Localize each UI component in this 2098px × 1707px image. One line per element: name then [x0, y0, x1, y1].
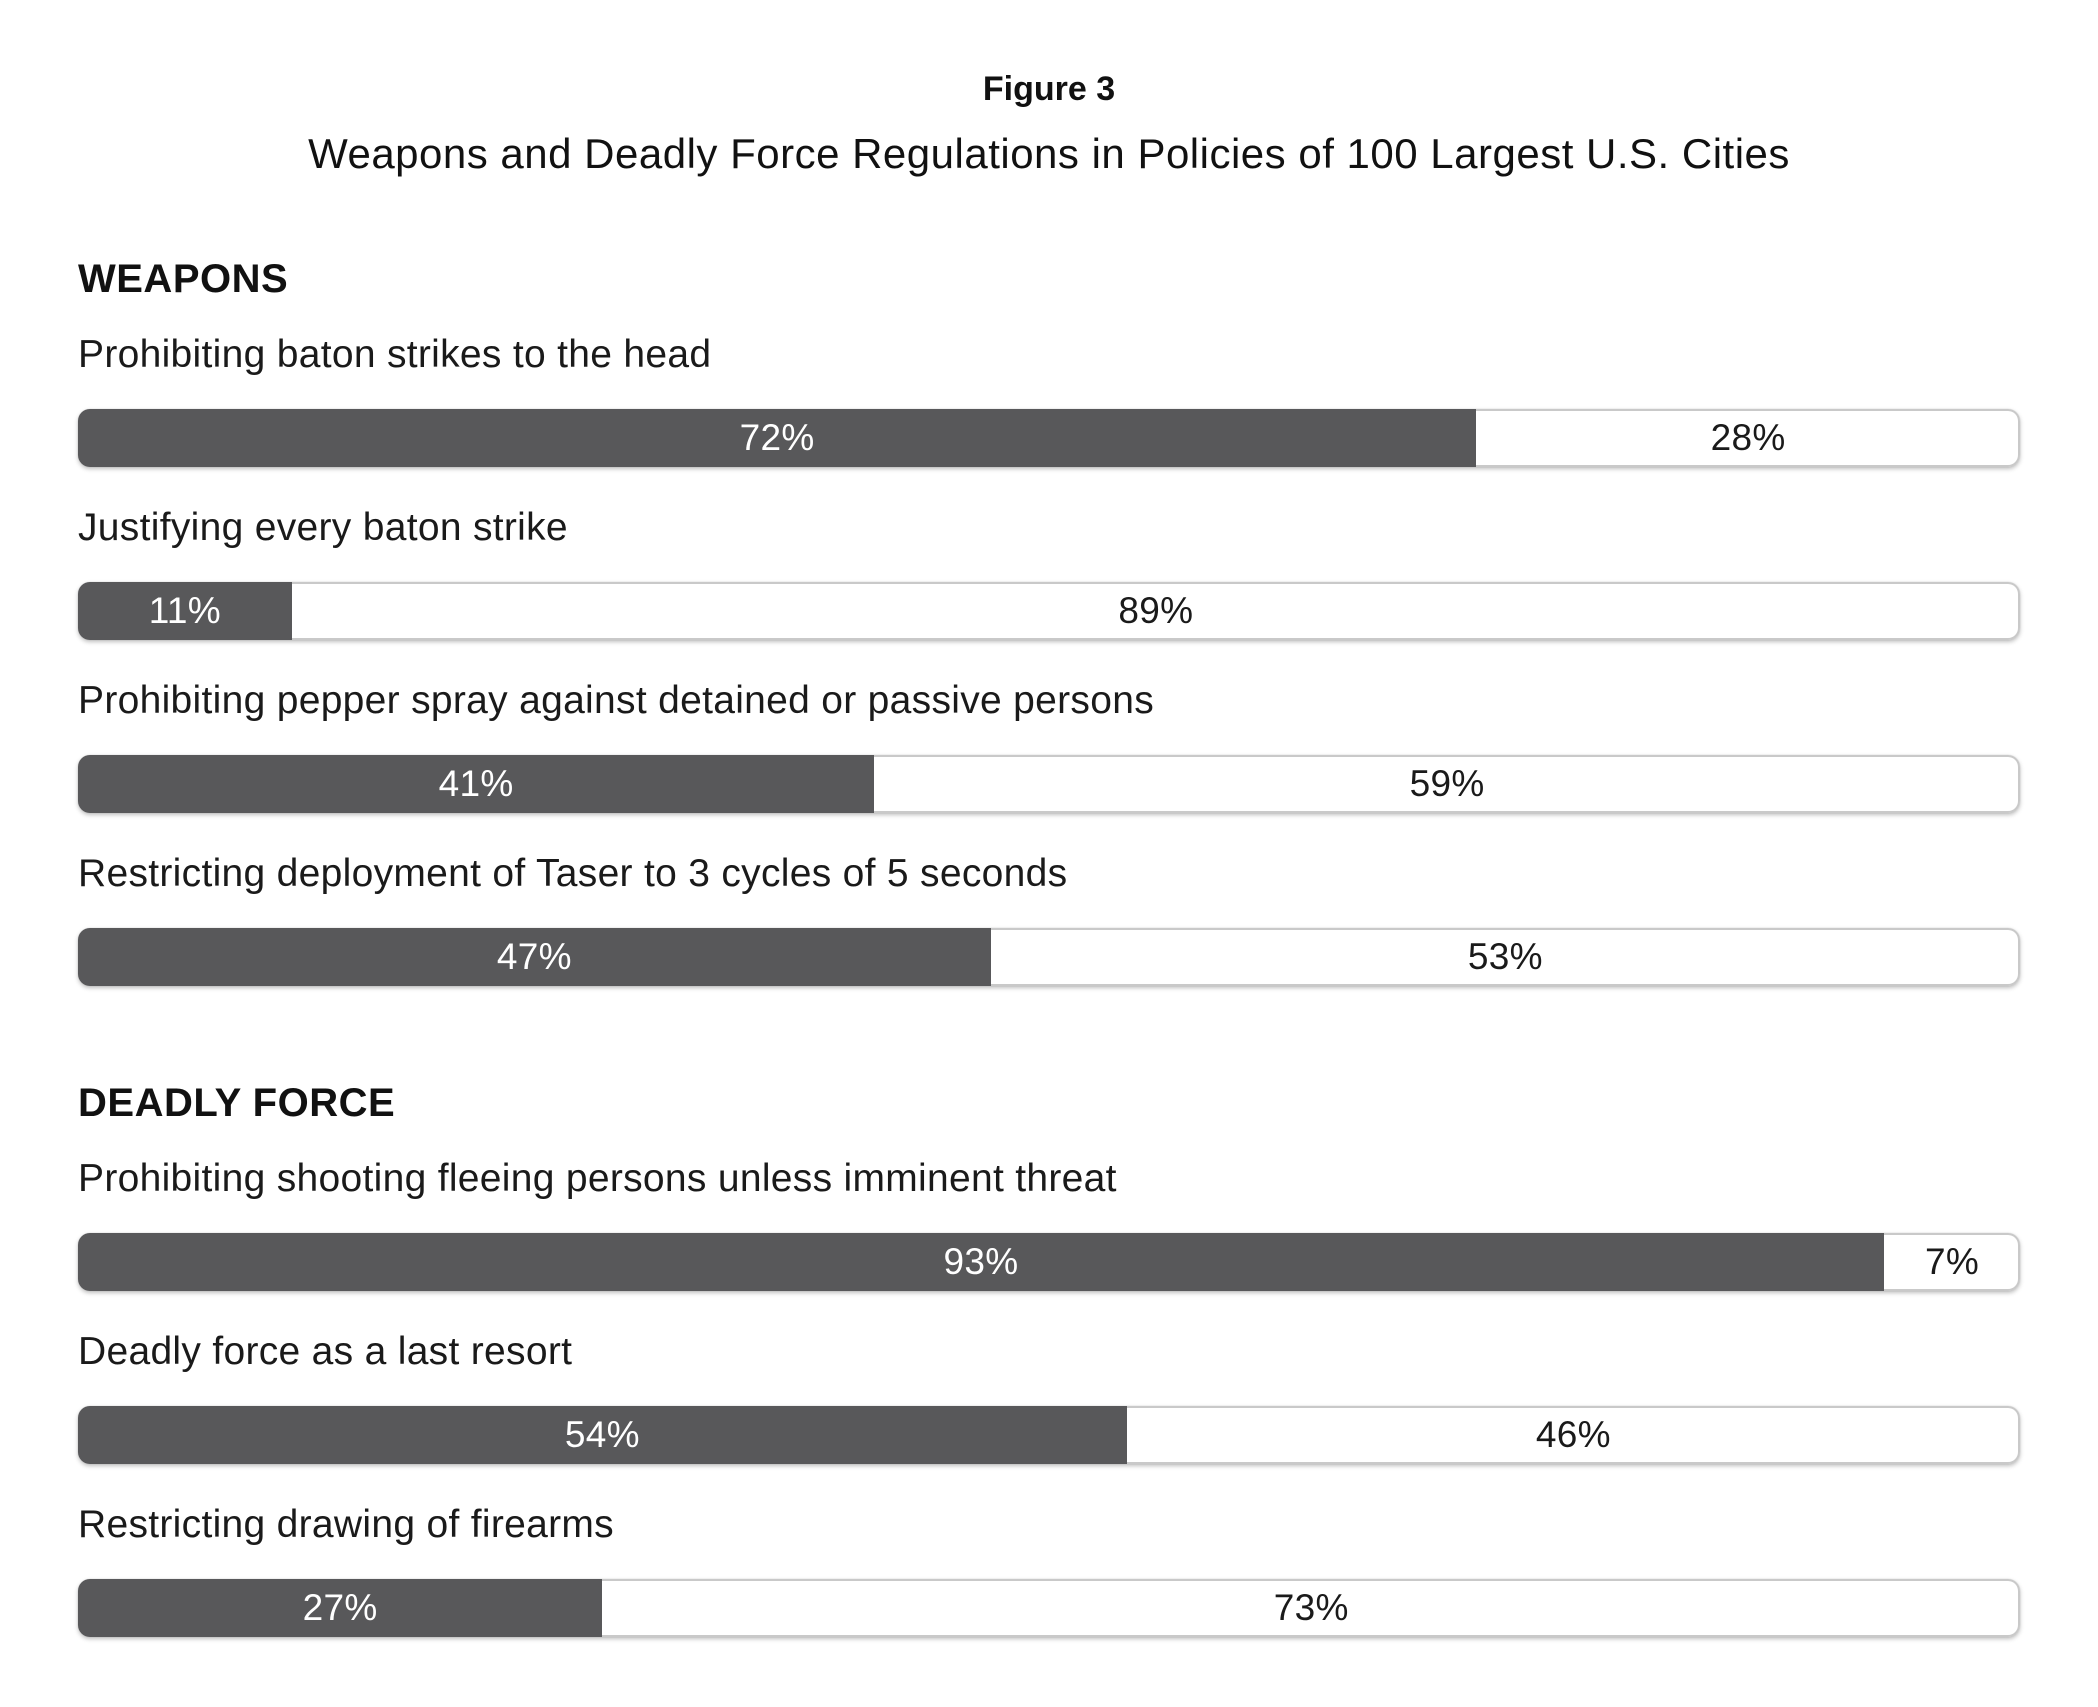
item-label: Prohibiting baton strikes to the head [78, 333, 712, 377]
bar-fill [78, 1579, 603, 1638]
bar-value-label: 11% [148, 590, 221, 632]
bar-value-label: 27% [302, 1587, 378, 1629]
bar-remainder-label: 53% [1467, 936, 1543, 978]
bar-value-label: 54% [564, 1414, 640, 1456]
bar-value-label: 72% [739, 417, 815, 459]
section-items: Prohibiting baton strikes to the head 72… [78, 332, 2020, 987]
chart-item: Restricting drawing of firearms 27% 73% [78, 1502, 2020, 1638]
section-items: Prohibiting shooting fleeing persons unl… [78, 1156, 2020, 1638]
item-label: Restricting drawing of firearms [78, 1503, 614, 1547]
chart-sections: WEAPONS Prohibiting baton strikes to the… [78, 256, 2020, 1638]
chart-item: Restricting deployment of Taser to 3 cyc… [78, 851, 2020, 987]
bar-remainder-label: 73% [1273, 1587, 1349, 1629]
bar-remainder-label: 7% [1924, 1241, 1980, 1283]
bar-fill [78, 1406, 1127, 1465]
bar-track: 72% 28% [78, 409, 2020, 468]
chart-item: Prohibiting baton strikes to the head 72… [78, 332, 2020, 468]
bar-track: 54% 46% [78, 1406, 2020, 1465]
chart-item: Justifying every baton strike 11% 89% [78, 505, 2020, 641]
item-label: Restricting deployment of Taser to 3 cyc… [78, 852, 1068, 896]
chart-section: WEAPONS Prohibiting baton strikes to the… [78, 256, 2020, 987]
bar-value-label: 93% [943, 1241, 1019, 1283]
bar-fill [78, 582, 292, 641]
item-label: Prohibiting shooting fleeing persons unl… [78, 1157, 1117, 1201]
bar-value-label: 47% [496, 936, 572, 978]
figure-title: Weapons and Deadly Force Regulations in … [308, 130, 1790, 177]
bar-fill [78, 409, 1477, 468]
chart-item: Prohibiting pepper spray against detaine… [78, 678, 2020, 814]
bar-value-label: 41% [438, 763, 514, 805]
bar-track: 27% 73% [78, 1579, 2020, 1638]
bar-fill [78, 928, 991, 987]
bar-track: 47% 53% [78, 928, 2020, 987]
section-header: DEADLY FORCE [78, 1081, 396, 1126]
item-label: Justifying every baton strike [78, 506, 568, 550]
item-label: Prohibiting pepper spray against detaine… [78, 679, 1154, 723]
bar-fill [78, 1233, 1885, 1292]
bar-track: 41% 59% [78, 755, 2020, 814]
figure-number: Figure 3 [982, 70, 1116, 108]
chart-item: Deadly force as a last resort 54% 46% [78, 1329, 2020, 1465]
item-label: Deadly force as a last resort [78, 1330, 573, 1374]
bar-track: 11% 89% [78, 582, 2020, 641]
bar-remainder-label: 89% [1118, 590, 1194, 632]
chart-section: DEADLY FORCE Prohibiting shooting fleein… [78, 1080, 2020, 1638]
bar-remainder-label: 28% [1710, 417, 1786, 459]
chart-item: Prohibiting shooting fleeing persons unl… [78, 1156, 2020, 1292]
bar-fill [78, 755, 875, 814]
bar-track: 93% 7% [78, 1233, 2020, 1292]
bar-remainder-label: 59% [1409, 763, 1485, 805]
bar-remainder-label: 46% [1535, 1414, 1611, 1456]
section-header: WEAPONS [78, 257, 289, 302]
